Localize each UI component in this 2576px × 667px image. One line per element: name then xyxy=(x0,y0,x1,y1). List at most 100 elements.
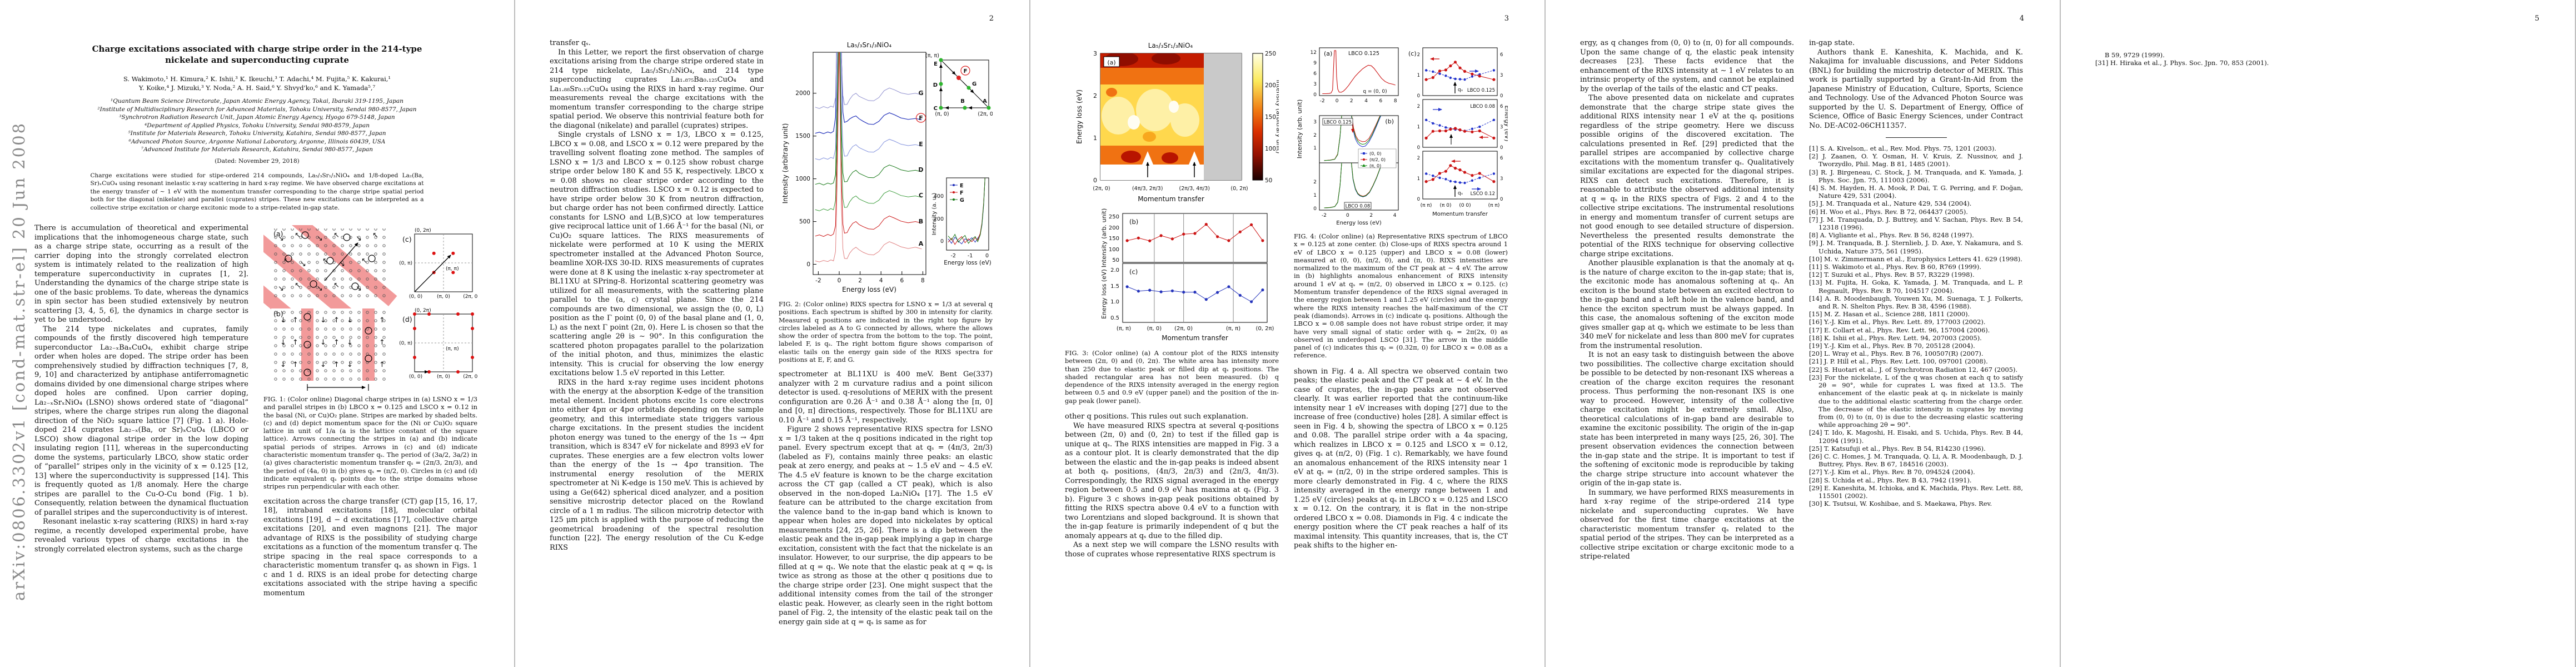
letter-D: D xyxy=(933,82,938,88)
tick-label: 2 xyxy=(1417,52,1420,58)
upper-pi-0 xyxy=(1324,116,1381,161)
gridlines xyxy=(1154,213,1234,262)
spectrum-G xyxy=(815,52,922,109)
fig2-axis-ticks xyxy=(813,93,923,275)
bz-letters: E D C B A G F xyxy=(933,61,987,112)
tick-label: 2 xyxy=(1369,213,1373,218)
tick-label: 6 xyxy=(1500,156,1503,161)
tick-label: 2 xyxy=(858,277,862,284)
paragraph: Single crystals of LSNO x = 1/3, LBCO x … xyxy=(550,131,764,377)
reference: [19] Y.-J. Kim et al., Phys. Rev. B 70, … xyxy=(1809,342,1975,350)
page-number: 2 xyxy=(989,14,994,23)
figure-3-caption: FIG. 3: (Color online) (a) A contour plo… xyxy=(1065,349,1279,405)
svg-text:↖: ↖ xyxy=(333,281,340,290)
fig2-y-label: Intensity (arbitrary unit) xyxy=(781,123,789,204)
lower-sample-box xyxy=(1344,202,1372,210)
tick-label: 1 xyxy=(1417,176,1420,182)
svg-text:↖: ↖ xyxy=(322,257,328,265)
fig3c-y-ticks: 0.5 1.0 1.5 2.0 xyxy=(1110,267,1119,321)
fig4b-x-label: Energy loss (eV) xyxy=(1336,220,1382,226)
fig4a-x-ticks: -2 0 2 4 6 8 xyxy=(1320,98,1397,104)
tick-label: 3 xyxy=(1500,176,1503,182)
tick-label: 0 xyxy=(1417,197,1420,202)
fig4c-left-ticks: 2 1 0 2 1 0 2 1 0 xyxy=(1417,52,1420,202)
tick-label: 150 xyxy=(1265,114,1276,121)
fig2-curve-letters: A B C D E F G xyxy=(918,89,923,247)
fig4b-upper-plot xyxy=(1324,116,1382,161)
figure-2: La₅/₃Sr₁/₃NiO₄ xyxy=(781,41,993,293)
tick-label: (0, 2π) xyxy=(1230,186,1248,192)
page-number: 4 xyxy=(2019,14,2024,23)
paragraph: Resonant inelastic x-ray scattering (RIX… xyxy=(34,517,248,554)
tick-label: 4 xyxy=(1393,213,1397,218)
tick-label: 4 xyxy=(1364,98,1368,104)
svg-text:↘: ↘ xyxy=(317,235,323,243)
tick-label: 0 xyxy=(838,277,841,284)
fig3c-y-label: Energy loss (eV) xyxy=(1100,269,1108,319)
curve-label: E xyxy=(919,141,923,148)
letter-B: B xyxy=(960,98,965,104)
tick-label: 100 xyxy=(1265,146,1276,152)
tail-legend: E F G xyxy=(950,183,964,203)
fig1-panel-b: ↓ ↑ ↓ ↑ ↓ ↑ ↓ ↑ ↓ ↑ ↓ ↑ ↓ ↑ ↓ ↑ ↓ ↑ (b) xyxy=(271,308,388,391)
paragraph: There is accumulation of theoretical and… xyxy=(34,224,248,324)
figure-1-caption: FIG. 1: (Color online) Diagonal charge s… xyxy=(263,395,477,491)
tick-label: 0 xyxy=(1500,93,1503,99)
fig3a-x-label: Momentum transfer xyxy=(1138,195,1204,203)
legend-E: E xyxy=(960,183,964,189)
page-1-left-column: There is accumulation of theoretical and… xyxy=(34,224,248,598)
page-5-left-column: B 59, 9729 (1999). [31] H. Hiraka et al.… xyxy=(2095,51,2309,67)
reference: [30] K. Tsutsui, W. Koshibae, and S. Mae… xyxy=(1809,500,1992,508)
letter-G: G xyxy=(972,81,976,87)
colorbar-label: Intensity (arbitrary unit) xyxy=(1275,80,1279,154)
reference: [11] S. Wakimoto et al., Phys. Rev. B 60… xyxy=(1809,263,1981,271)
reference: [17] E. Collart et al., Phys. Rev. Lett.… xyxy=(1809,326,1990,334)
tick-label: 3 xyxy=(1500,73,1503,78)
paragraph: ergy, as q changes from (0, 0) to (π, 0)… xyxy=(1580,39,1794,93)
letter-E: E xyxy=(934,61,938,67)
reference: [18] K. Ishii et al., Phys. Rev. Lett. 9… xyxy=(1809,334,1982,342)
fig3c-x-label: Momentum transfer xyxy=(1162,334,1228,342)
tick-label: 1 xyxy=(1417,125,1420,130)
figure-4-caption: FIG. 4: (Color online) (a) Representativ… xyxy=(1294,232,1508,360)
page-4: 4 ergy, as q changes from (0, 0) to (π, … xyxy=(1546,0,2060,667)
fig4b-lower-plot xyxy=(1324,163,1382,208)
tick-label: 150 xyxy=(1109,236,1119,242)
tick-label: 1 xyxy=(1093,135,1097,142)
tick-label: 2 xyxy=(1093,92,1097,99)
svg-text:↘: ↘ xyxy=(300,260,306,268)
curve-label: B xyxy=(919,218,923,225)
paragraph: In this Letter, we report the first obse… xyxy=(550,48,764,130)
svg-text:↓: ↓ xyxy=(280,316,286,325)
fig3b-dots xyxy=(1125,223,1264,242)
paper-title: Charge excitations associated with charg… xyxy=(92,44,422,65)
fig4c-mid-sample: LBCO 0.08 xyxy=(1470,104,1495,109)
svg-text:↘: ↘ xyxy=(278,235,284,243)
page-number: 5 xyxy=(2534,14,2539,23)
fig1-panel-d: (d) (0, 2π) (0, π) (π, π) (0, 0) (π, 0) … xyxy=(399,308,477,380)
reference: [10] M. v. Zimmermann et al., Europhysic… xyxy=(1809,255,2022,263)
tick-label: 0 xyxy=(1336,98,1339,104)
svg-text:↑: ↑ xyxy=(333,361,340,369)
tick-label: 2 xyxy=(1417,104,1420,109)
svg-text:↑: ↑ xyxy=(333,339,340,347)
svg-text:↘: ↘ xyxy=(356,235,362,243)
paragraph: Another plausible explanation is that th… xyxy=(1580,259,1794,350)
fig4c-right-ticks: 6 3 0 6 3 0 6 3 0 xyxy=(1500,52,1503,202)
letter-C: C xyxy=(934,106,938,112)
fig4b-lower-sample: LBCO 0.08 xyxy=(1346,204,1371,210)
fig4c-top-plot xyxy=(1424,57,1496,93)
acknowledgments: Authors thank E. Kaneshita, K. Machida, … xyxy=(1809,48,2023,130)
tick-label: 2000 xyxy=(795,90,810,97)
fig4c-x-ticks: (π π) (π 0) (0 0) (π π) xyxy=(1421,203,1500,208)
page-1-right-column: ↘ ↖ ↘ ↖ ↘ ↖ ↖ ↘ ↖ ↘ ↖ ↘ ↖ ↘ ↖ ↘ (a) xyxy=(263,224,477,598)
paragraph: In summary, we have performed RIXS measu… xyxy=(1580,488,1794,561)
tick-label: 3 xyxy=(1313,120,1317,125)
tick-label: 1 xyxy=(1313,146,1317,151)
page-3-left-column: La₅/₃Sr₁/₃NiO₄ xyxy=(1065,39,1279,559)
svg-text:↑: ↑ xyxy=(292,361,298,369)
tick-label: (2π, 0) xyxy=(1174,326,1193,332)
reference: [27] Y.-J. Kim et al., Phys. Rev. B 70, … xyxy=(1809,468,1975,476)
tick-label: 0 xyxy=(1500,197,1503,202)
